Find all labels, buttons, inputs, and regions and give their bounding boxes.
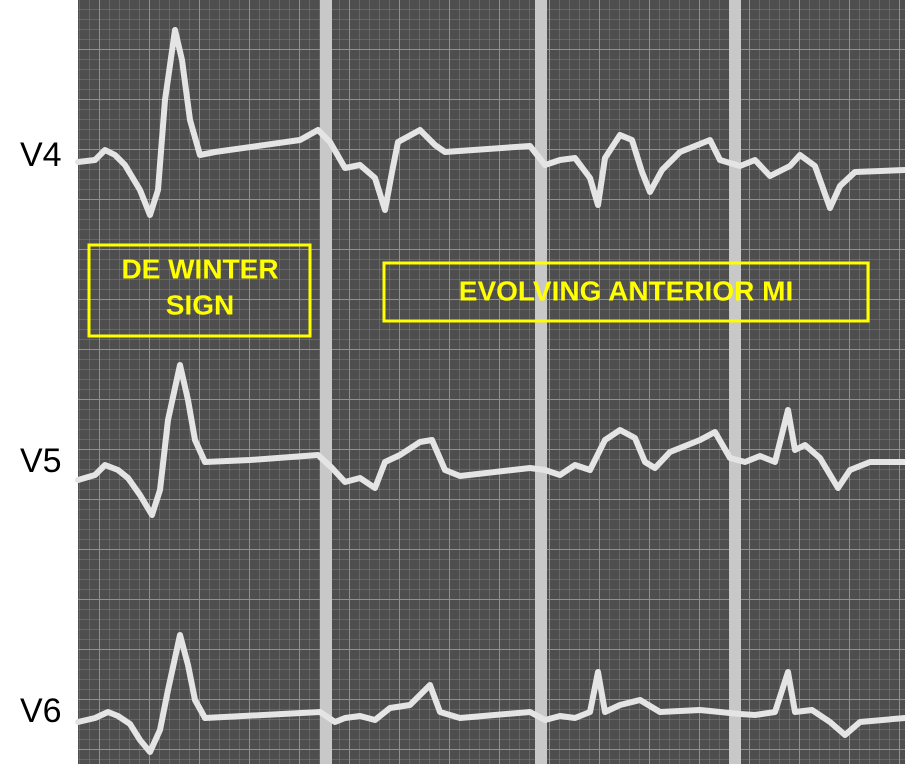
annotation-text: DE WINTER — [121, 253, 278, 284]
ecg-strip — [78, 0, 905, 764]
lead-label: V5 — [20, 442, 62, 480]
annotation-text: SIGN — [166, 289, 234, 320]
lead-label: V6 — [20, 692, 62, 730]
annotation-text: EVOLVING ANTERIOR MI — [459, 275, 793, 306]
ecg-figure: V4 V5 V6 DE WINTER SIGN EVOLVING ANTERIO… — [0, 0, 905, 764]
lead-label: V4 — [20, 136, 62, 174]
